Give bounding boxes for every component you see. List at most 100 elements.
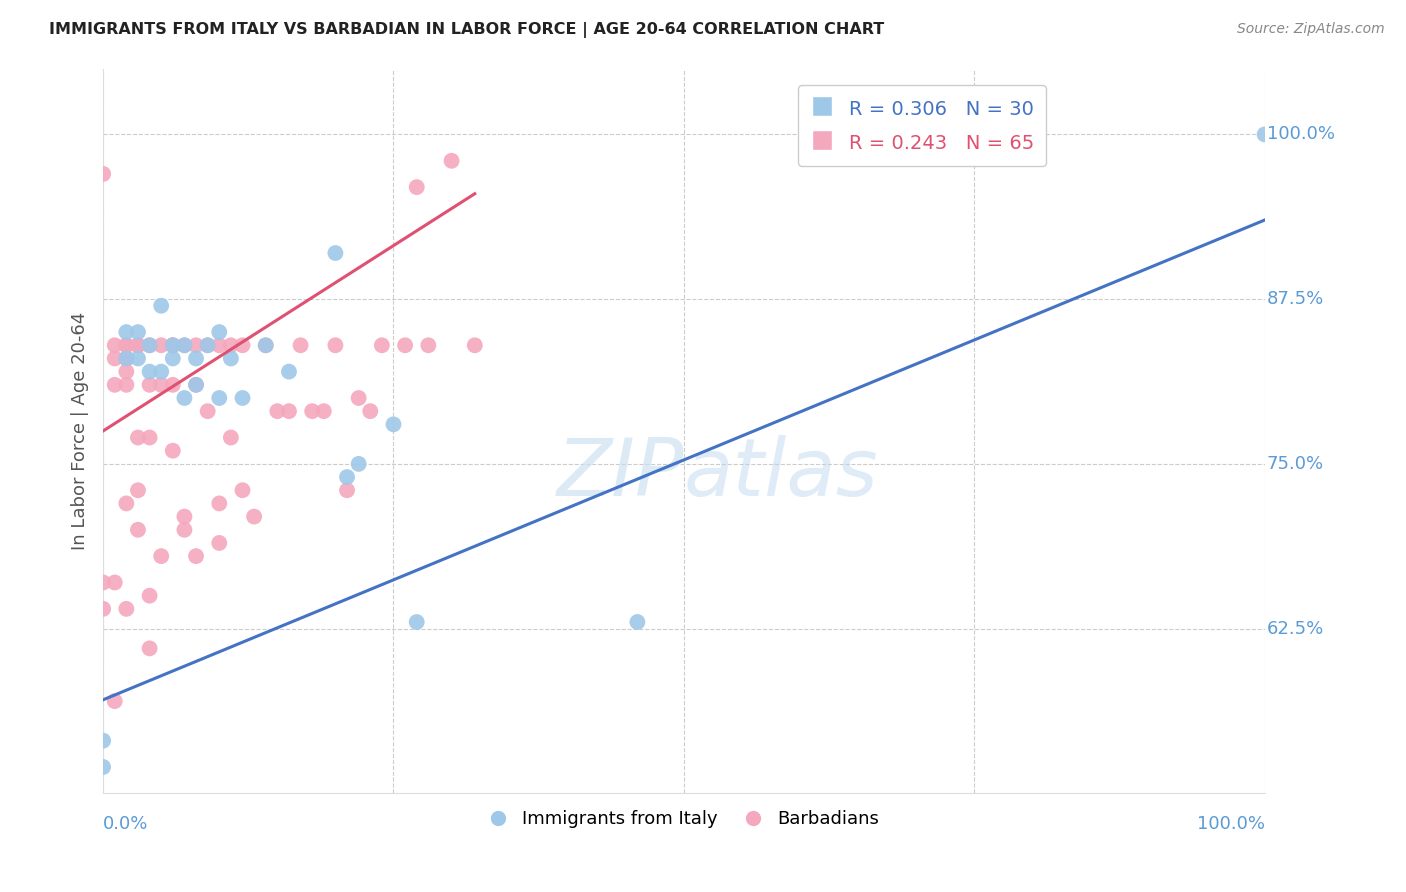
Point: [197, 338, 219, 352]
Point: [150, 299, 173, 313]
Legend: Immigrants from Italy, Barbadians: Immigrants from Italy, Barbadians: [482, 803, 886, 835]
Point: [104, 694, 127, 708]
Point: [405, 615, 427, 629]
Text: 100.0%: 100.0%: [1197, 815, 1264, 833]
Point: [127, 338, 149, 352]
Point: [243, 509, 266, 524]
Point: [138, 365, 160, 379]
Point: [254, 338, 277, 352]
Point: [208, 536, 231, 550]
Point: [208, 325, 231, 339]
Point: [1253, 128, 1275, 142]
Point: [150, 549, 173, 563]
Point: [231, 483, 253, 498]
Point: [219, 338, 242, 352]
Point: [138, 589, 160, 603]
Point: [440, 153, 463, 168]
Point: [184, 549, 207, 563]
Point: [127, 338, 149, 352]
Point: [162, 351, 184, 366]
Text: Source: ZipAtlas.com: Source: ZipAtlas.com: [1237, 22, 1385, 37]
Point: [115, 351, 138, 366]
Point: [301, 404, 323, 418]
Point: [115, 325, 138, 339]
Point: [162, 338, 184, 352]
Point: [347, 457, 370, 471]
Point: [104, 575, 127, 590]
Point: [115, 377, 138, 392]
Point: [359, 404, 381, 418]
Point: [173, 523, 195, 537]
Point: [91, 602, 114, 616]
Point: [184, 351, 207, 366]
Point: [626, 615, 648, 629]
Point: [394, 338, 416, 352]
Point: [138, 338, 160, 352]
Point: [138, 377, 160, 392]
Point: [162, 443, 184, 458]
Point: [115, 351, 138, 366]
Point: [138, 641, 160, 656]
Point: [127, 430, 149, 444]
Point: [162, 377, 184, 392]
Point: [150, 377, 173, 392]
Point: [184, 338, 207, 352]
Point: [231, 391, 253, 405]
Point: [115, 365, 138, 379]
Point: [162, 338, 184, 352]
Point: [115, 338, 138, 352]
Point: [115, 602, 138, 616]
Y-axis label: In Labor Force | Age 20-64: In Labor Force | Age 20-64: [72, 312, 89, 550]
Text: 100.0%: 100.0%: [1267, 126, 1334, 144]
Point: [312, 404, 335, 418]
Point: [127, 483, 149, 498]
Text: 62.5%: 62.5%: [1267, 620, 1324, 638]
Point: [405, 180, 427, 194]
Point: [91, 760, 114, 774]
Text: ZIP: ZIP: [557, 435, 683, 514]
Text: 0.0%: 0.0%: [103, 815, 149, 833]
Point: [115, 496, 138, 510]
Point: [138, 338, 160, 352]
Point: [266, 404, 288, 418]
Point: [208, 496, 231, 510]
Point: [184, 377, 207, 392]
Point: [91, 167, 114, 181]
Point: [104, 351, 127, 366]
Point: [254, 338, 277, 352]
Point: [325, 246, 347, 260]
Point: [371, 338, 394, 352]
Point: [290, 338, 312, 352]
Text: 75.0%: 75.0%: [1267, 455, 1324, 473]
Point: [173, 338, 195, 352]
Text: IMMIGRANTS FROM ITALY VS BARBADIAN IN LABOR FORCE | AGE 20-64 CORRELATION CHART: IMMIGRANTS FROM ITALY VS BARBADIAN IN LA…: [49, 22, 884, 38]
Point: [325, 338, 347, 352]
Point: [219, 351, 242, 366]
Point: [91, 733, 114, 747]
Point: [115, 351, 138, 366]
Point: [162, 338, 184, 352]
Point: [197, 404, 219, 418]
Point: [382, 417, 405, 432]
Point: [173, 338, 195, 352]
Point: [336, 483, 359, 498]
Point: [208, 391, 231, 405]
Point: [418, 338, 440, 352]
Point: [347, 391, 370, 405]
Point: [231, 338, 253, 352]
Text: atlas: atlas: [683, 435, 879, 514]
Point: [150, 338, 173, 352]
Point: [127, 325, 149, 339]
Point: [115, 338, 138, 352]
Point: [127, 523, 149, 537]
Point: [104, 338, 127, 352]
Point: [278, 404, 301, 418]
Point: [138, 430, 160, 444]
Point: [104, 377, 127, 392]
Point: [197, 338, 219, 352]
Point: [336, 470, 359, 484]
Point: [184, 377, 207, 392]
Point: [173, 509, 195, 524]
Point: [173, 391, 195, 405]
Point: [208, 338, 231, 352]
